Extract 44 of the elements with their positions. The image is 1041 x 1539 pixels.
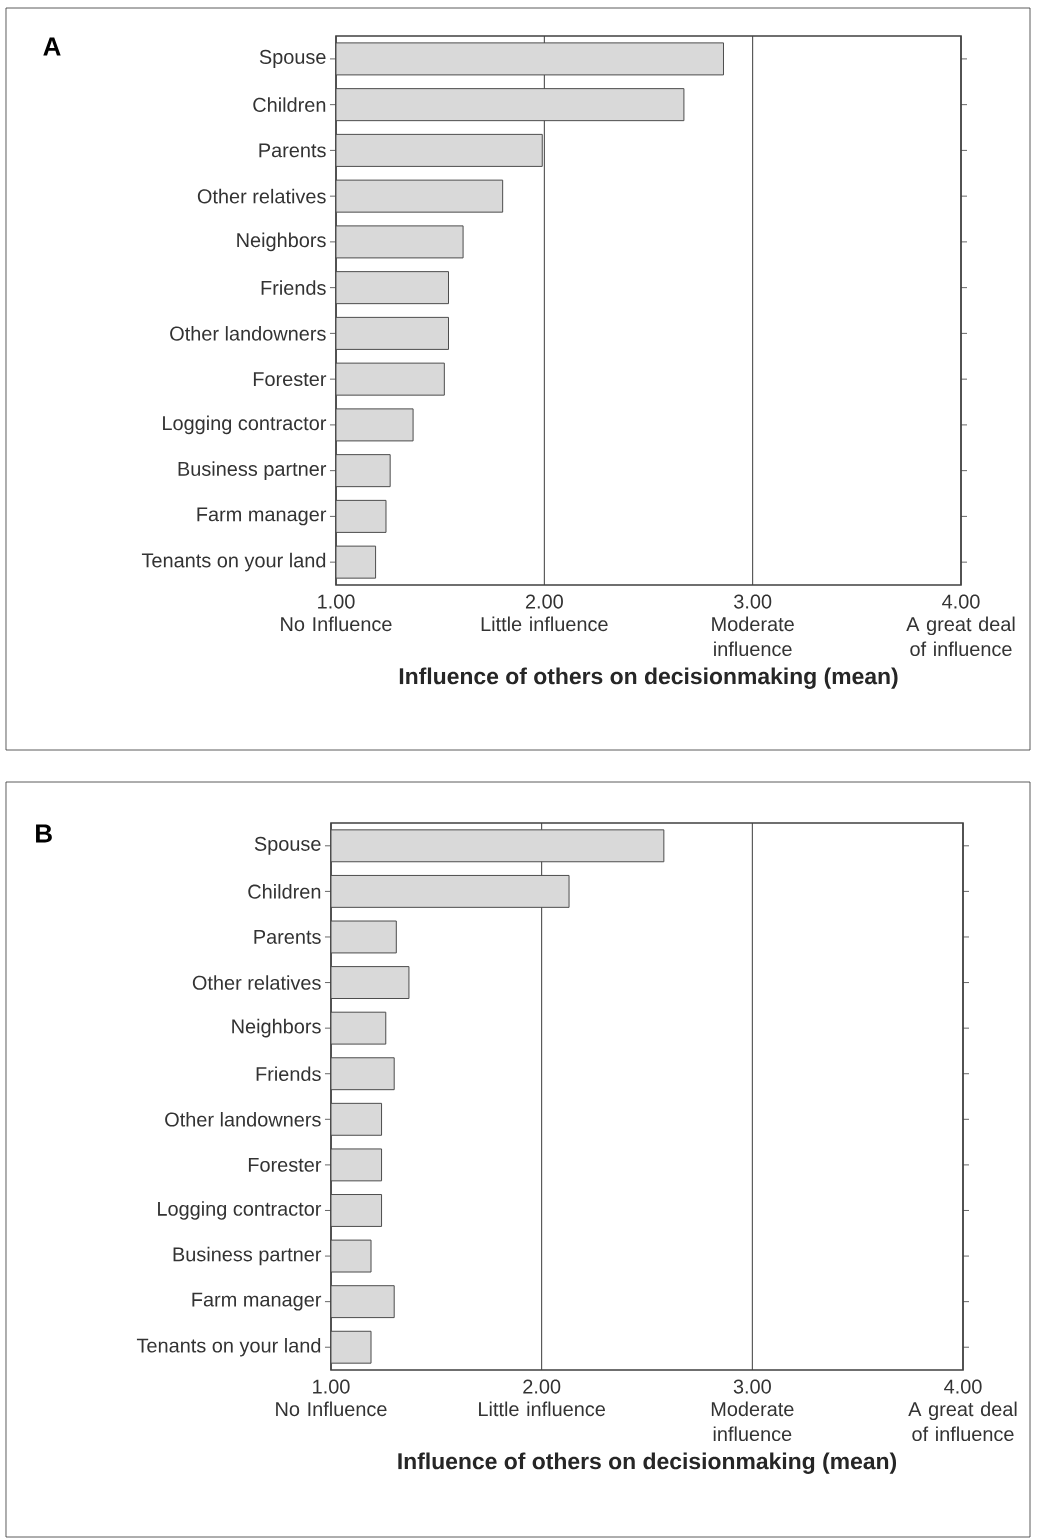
text: A <box>43 37 61 56</box>
y-tick-label: Logging contractor <box>157 1201 321 1220</box>
x-axis-title: Influence of others on decisionmaking (mean) <box>399 667 898 689</box>
y-tick-label: Friends <box>256 1066 321 1082</box>
x-tick-label: 1.00 <box>317 594 355 609</box>
y-tick-label: Spouse <box>254 836 321 855</box>
y-tick-label: Parents <box>259 143 326 158</box>
x-tick-label: 3.00 <box>733 594 772 609</box>
text: Little influence <box>481 616 608 632</box>
y-tick-label: Other landowners <box>169 326 326 341</box>
x-tick-label: 2.00 <box>523 1379 561 1394</box>
text: No Influence <box>280 616 392 632</box>
text: Moderate influence <box>712 616 794 657</box>
x-tick-label: 1.00 <box>312 1379 350 1394</box>
y-tick-label: Farm manager <box>197 507 326 526</box>
text: Little influence <box>478 1401 605 1417</box>
y-tick-label: Business partner <box>178 461 326 480</box>
text: Moderate influence <box>711 1401 794 1442</box>
y-tick-label: Tenants on your land <box>136 1337 320 1357</box>
x-tick-label: 4.00 <box>941 594 980 609</box>
y-tick-label: Other relatives <box>197 188 326 204</box>
y-tick-label: Tenants on your land <box>141 552 325 572</box>
text: No Influence <box>275 1401 387 1417</box>
y-tick-label: Neighbors <box>232 1018 321 1038</box>
x-tick-label: 2.00 <box>525 594 563 609</box>
x-tick-label: 3.00 <box>733 1379 771 1394</box>
y-tick-label: Spouse <box>259 49 326 68</box>
y-tick-label: Children <box>248 884 320 899</box>
y-tick-label: Business partner <box>173 1246 321 1266</box>
y-tick-label: Neighbors <box>237 232 326 252</box>
x-axis-title: Influence of others on decisionmaking (mean) <box>398 1452 896 1474</box>
text: B <box>35 824 52 843</box>
y-tick-label: Parents <box>254 930 321 944</box>
y-tick-label: Logging contractor <box>162 415 326 435</box>
text: A great deal of influence <box>906 616 1015 657</box>
y-tick-label: Forester <box>253 372 326 387</box>
y-tick-label: Farm manager <box>192 1292 321 1311</box>
text: A great deal of influence <box>908 1401 1017 1442</box>
x-tick-label: 4.00 <box>943 1379 982 1394</box>
y-tick-label: Children <box>253 97 325 112</box>
y-tick-label: Other landowners <box>164 1112 321 1127</box>
y-tick-label: Friends <box>261 280 326 295</box>
y-tick-label: Forester <box>248 1157 321 1172</box>
y-tick-label: Other relatives <box>192 975 321 990</box>
